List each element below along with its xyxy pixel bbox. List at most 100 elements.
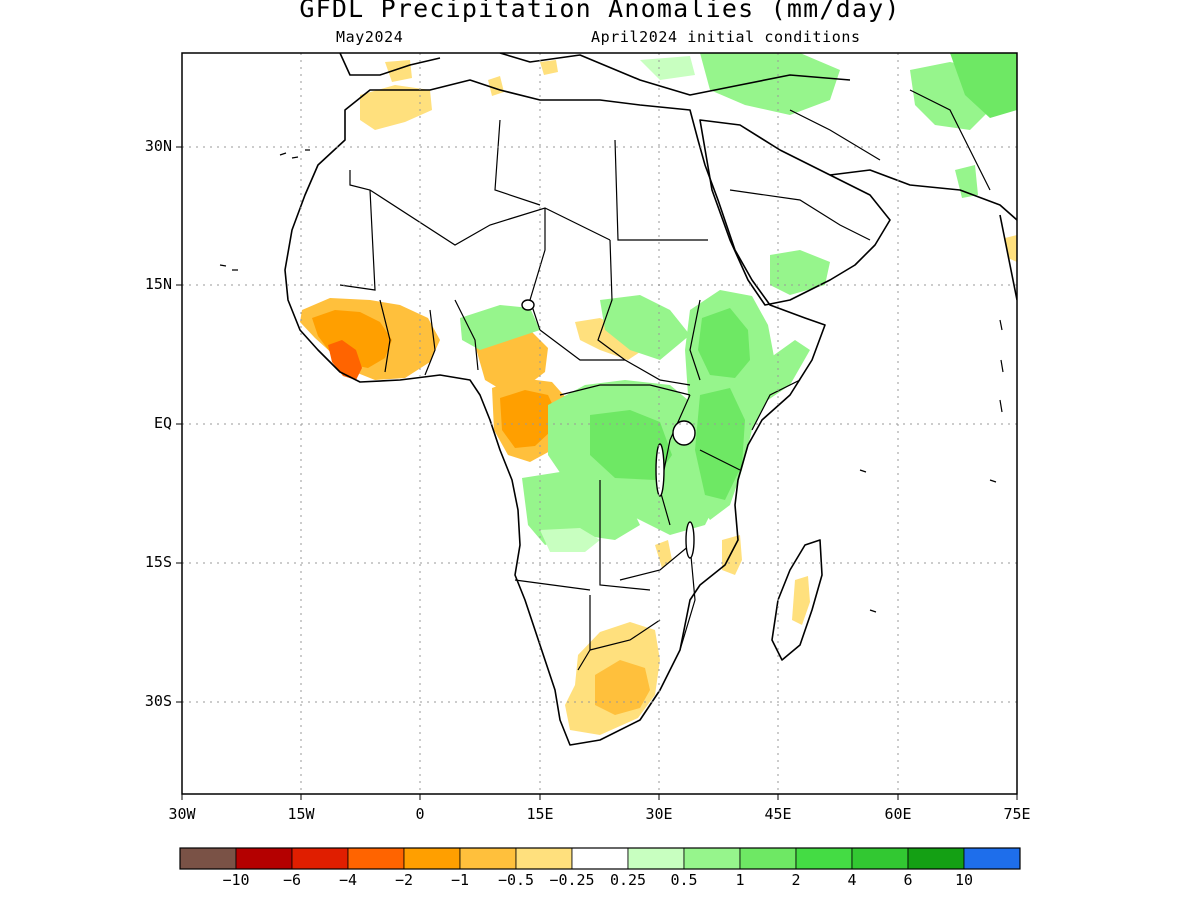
lon-label-45e: 45E: [764, 805, 792, 823]
border-nigeria: [454, 299, 479, 371]
colorbar-swatch-7: [571, 847, 629, 870]
colorbar-swatch-3: [347, 847, 405, 870]
lon-label-75e: 75E: [1003, 805, 1031, 823]
lat-label-30s: 30S: [144, 692, 172, 710]
colorbar-label-4: 4: [847, 871, 857, 889]
colorbar-swatch-12: [851, 847, 909, 870]
wet-sahel-green: [460, 305, 540, 350]
colorbar-label-minus-1: −1: [450, 871, 470, 889]
border-chad-sudan: [597, 239, 626, 361]
lon-label-30w: 30W: [168, 805, 196, 823]
border-libya-egypt: [614, 139, 708, 241]
lon-label-15e: 15E: [526, 805, 554, 823]
dry-zimbabwe-spot: [655, 540, 672, 568]
colorbar-swatch-10: [739, 847, 797, 870]
lat-label-15n: 15N: [144, 275, 172, 293]
lakes: [521, 299, 696, 559]
colorbar-frame: [179, 847, 1021, 870]
border-angola-zambia: [599, 480, 651, 591]
arabia-coastline: [699, 119, 891, 306]
colorbar-swatch-9: [683, 847, 741, 870]
border-saudi: [729, 189, 871, 241]
colorbar-label-minus-6: −6: [282, 871, 302, 889]
colorbar-label-1: 1: [735, 871, 745, 889]
colorbar-label-minus-0-25: −0.25: [549, 871, 595, 889]
india-coastline: [999, 214, 1017, 301]
wet-mediterranean-spot: [640, 56, 695, 80]
mediterranean-north-coast: [499, 53, 851, 96]
colorbar-label-6: 6: [903, 871, 913, 889]
border-west-africa-1: [379, 299, 391, 373]
seychelles-mascarene: [859, 469, 997, 613]
colorbar-label-10: 10: [954, 871, 974, 889]
lat-label-30n: 30N: [144, 137, 172, 155]
colorbar-swatch-4: [403, 847, 461, 870]
colorbar-swatch-8: [627, 847, 685, 870]
colorbar-swatch-2: [291, 847, 349, 870]
colorbar-swatch-1: [235, 847, 293, 870]
map-grid: [182, 53, 1017, 794]
colorbar-label-minus-0-5: −0.5: [497, 871, 535, 889]
wet-congo-core: [590, 410, 672, 480]
dry-morocco: [360, 85, 432, 130]
forecast-month-label: May2024: [336, 28, 404, 46]
border-angola-namibia: [514, 579, 591, 591]
country-borders: [339, 89, 991, 671]
chart-title: GFDL Precipitation Anomalies (mm/day): [299, 0, 901, 23]
coastlines: [284, 53, 1017, 746]
border-drc-north: [559, 384, 691, 396]
colorbar-label-minus-4: −4: [338, 871, 358, 889]
axis-ticks: [176, 146, 1018, 800]
colorbar-swatch-13: [907, 847, 965, 870]
colorbar-label-0-5: 0.5: [670, 871, 698, 889]
border-afghanistan: [909, 89, 991, 191]
border-mozambique: [679, 544, 696, 651]
dry-chad-belt: [575, 318, 640, 360]
border-kenya-somalia: [751, 379, 801, 431]
islands: [219, 149, 1004, 613]
lake-chad: [521, 299, 535, 311]
iran-coastline: [829, 169, 1017, 221]
lon-label-30e: 30E: [645, 805, 673, 823]
colorbar-label-minus-2: −2: [394, 871, 414, 889]
lake-malawi: [685, 521, 695, 559]
initial-conditions-label: April2024 initial conditions: [591, 28, 861, 46]
wet-kenya-tanzania: [695, 388, 745, 500]
wet-sudan-green: [600, 295, 690, 360]
dry-mozambique: [722, 535, 742, 575]
dry-madagascar: [792, 576, 810, 625]
colorbar-label-0-25: 0.25: [609, 871, 647, 889]
canary-islands: [279, 149, 310, 159]
colorbar-label-2: 2: [791, 871, 801, 889]
dry-guinea: [312, 310, 392, 368]
border-libya-west: [494, 119, 541, 206]
colorbar-swatch-14: [963, 847, 1021, 870]
dry-sierra-leone: [328, 340, 362, 380]
border-iraq-iran: [789, 109, 881, 161]
colorbar-swatch-6: [515, 847, 573, 870]
border-drc-east: [659, 394, 691, 526]
border-algeria-mali: [339, 189, 376, 291]
iberia-coast: [339, 53, 441, 76]
wet-anomaly-shading: [460, 53, 1017, 552]
wet-angola: [522, 472, 640, 545]
border-botswana-sa: [589, 619, 661, 651]
border-niger-chad: [529, 208, 546, 331]
lake-victoria: [672, 420, 696, 446]
dry-south-africa-core: [595, 660, 650, 715]
lon-label-15w: 15W: [287, 805, 315, 823]
wet-turkey-iran: [700, 53, 840, 115]
colorbar-swatch-11: [795, 847, 853, 870]
wet-angola-light: [540, 528, 600, 552]
dry-libya-spot: [488, 76, 504, 96]
madagascar-coastline: [771, 539, 823, 661]
colorbar-swatch-5: [459, 847, 517, 870]
lon-label-0: 0: [415, 805, 425, 823]
border-west-africa-2: [424, 309, 436, 376]
dry-north-africa-spot: [385, 60, 412, 82]
lat-label-15s: 15S: [144, 553, 172, 571]
border-sudan-ethiopia: [689, 299, 701, 381]
border-kenya-tanzania: [699, 449, 741, 471]
dry-gabon-core: [500, 390, 556, 448]
